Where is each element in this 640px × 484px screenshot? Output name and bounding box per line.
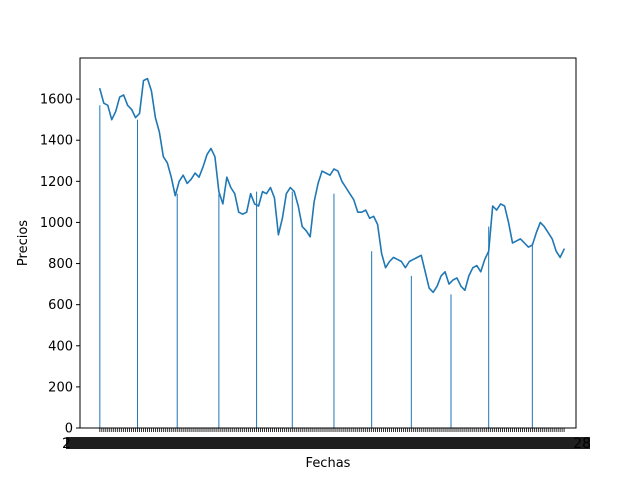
x-axis-ticks [66,428,590,449]
bar [256,191,258,428]
y-tick-label: 1200 [40,175,73,190]
bar [218,193,220,428]
bar [99,105,101,428]
plot-frame [79,57,577,429]
y-tick-label: 200 [48,380,73,395]
bar [450,294,452,428]
x-axis-label: Fechas [306,456,351,471]
y-tick-label: 0 [65,422,73,437]
y-axis-ticks: 0 200 400 600 800 1000 1200 1400 1600 [40,93,80,437]
x-tick-label-left-fragment: 2 [62,436,71,452]
x-tick-labels-overlap [66,437,590,449]
y-tick-label: 800 [48,257,73,272]
bar [137,119,139,429]
y-tick-label: 400 [48,339,73,354]
line-layer [99,77,565,294]
x-tick-label-right-fragment: 28 [573,436,591,452]
y-axis-label: Precios [16,220,31,266]
bar [333,193,335,428]
bar [371,251,373,428]
bars-layer [99,105,533,429]
bar [531,243,533,428]
y-tick-label: 1400 [40,134,73,149]
bar [488,226,490,428]
y-tick-label: 1600 [40,93,73,108]
bar [291,191,293,428]
price-line [99,77,565,294]
bar [176,193,178,428]
y-tick-label: 1000 [40,216,73,231]
bar [410,275,412,428]
y-tick-label: 600 [48,298,73,313]
